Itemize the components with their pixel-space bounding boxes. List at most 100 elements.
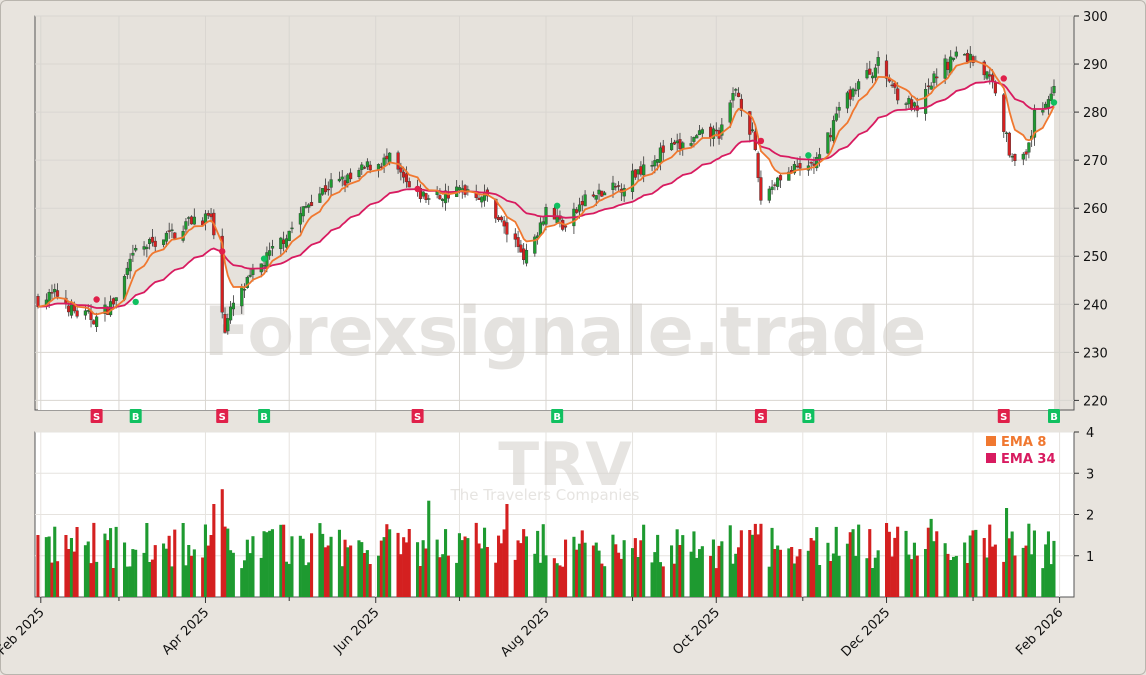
symbol-watermark: TRV (498, 430, 632, 500)
volume-bar (812, 540, 816, 597)
volume-bar (128, 566, 132, 597)
volume-bar (636, 557, 640, 597)
candle-body (773, 184, 777, 186)
volume-bar (932, 541, 936, 597)
candle-body (580, 200, 584, 206)
candle-body (86, 310, 90, 312)
candle-body (734, 89, 738, 91)
legend-swatch (986, 436, 996, 446)
volume-bar (114, 526, 118, 597)
volume-bar (44, 537, 48, 597)
volume-bar (1002, 561, 1006, 597)
candle-body (541, 221, 545, 225)
candle-body (926, 85, 930, 87)
signal-label: S (93, 412, 100, 423)
volume-bar (1049, 564, 1053, 597)
volume-bar (1007, 538, 1011, 597)
candle-body (689, 143, 693, 146)
candle-body (924, 88, 928, 114)
candle-body (533, 236, 537, 254)
candle-body (125, 267, 129, 275)
volume-bar (457, 533, 461, 597)
buy-signal-marker (551, 409, 564, 423)
candle-body (854, 89, 858, 92)
volume-bar (262, 531, 266, 597)
date-tick-label: Apr 2025 (159, 605, 212, 658)
candle-body (617, 185, 621, 187)
volume-bar (402, 537, 406, 597)
volume-bar (670, 545, 674, 597)
volume-bar (284, 561, 288, 597)
candle-body (245, 277, 249, 288)
candle-body (1004, 132, 1009, 135)
candle-body (480, 196, 484, 203)
volume-bar (304, 565, 308, 597)
candle-body (829, 135, 833, 138)
volume-bar (337, 529, 341, 597)
volume-bar (776, 545, 780, 597)
volume-bar (321, 533, 325, 597)
candle-body (583, 194, 587, 207)
volume-bar (106, 540, 110, 597)
volume-bar (949, 560, 953, 597)
candle-body (552, 207, 556, 220)
volume-bar (711, 539, 715, 597)
candle-body (189, 216, 194, 225)
volume-bar (912, 542, 916, 597)
price-tick-label: 300 (1083, 10, 1108, 25)
candle-body (965, 53, 970, 63)
volume-bar (460, 540, 464, 597)
candle-body (993, 82, 997, 94)
candle-body (388, 152, 392, 163)
volume-bar (795, 556, 799, 597)
volume-bar (279, 524, 283, 597)
date-tick-label: Feb 2025 (0, 605, 48, 658)
volume-bar (209, 535, 213, 597)
buy-signal-marker (129, 409, 142, 423)
candle-body (323, 185, 328, 193)
volume-bar (365, 550, 369, 597)
volume-bar (924, 549, 928, 597)
volume-bar (885, 523, 889, 597)
candle-body (477, 197, 481, 200)
candle-body (661, 145, 665, 153)
candle-body (287, 230, 291, 241)
volume-bar (910, 559, 914, 597)
volume-bar (190, 555, 194, 597)
date-tick-label: Dec 2025 (839, 605, 894, 660)
candle-body (505, 222, 509, 235)
candle-body (463, 185, 467, 195)
volume-bar (519, 543, 523, 597)
volume-bar (69, 538, 73, 597)
volume-bar (455, 562, 459, 597)
signal-label: B (553, 412, 561, 423)
buy-signal-dot (260, 255, 268, 262)
candle-body (399, 167, 403, 173)
candle-body (555, 216, 559, 223)
candle-body (382, 157, 386, 166)
signal-label: S (219, 412, 226, 423)
volume-bar (310, 533, 314, 597)
candle-body (929, 85, 933, 90)
volume-bar (963, 542, 967, 597)
candle-body (845, 92, 849, 109)
candle-body (670, 143, 674, 151)
volume-bar (270, 529, 274, 597)
volume-bar (915, 555, 919, 597)
candle-body (675, 140, 679, 144)
candle-body (672, 141, 676, 145)
volume-bar (477, 543, 481, 597)
candle-body (209, 213, 213, 218)
candle-body (658, 147, 662, 163)
candle-body (307, 204, 311, 208)
volume-bar (480, 548, 484, 597)
volume-bar (661, 566, 665, 597)
volume-bar (192, 549, 196, 597)
price-tick-label: 240 (1083, 298, 1108, 313)
volume-bar (111, 568, 115, 597)
volume-bar (329, 536, 333, 597)
candle-body (385, 155, 389, 160)
candle-body (441, 198, 445, 201)
candle-body (739, 98, 743, 111)
